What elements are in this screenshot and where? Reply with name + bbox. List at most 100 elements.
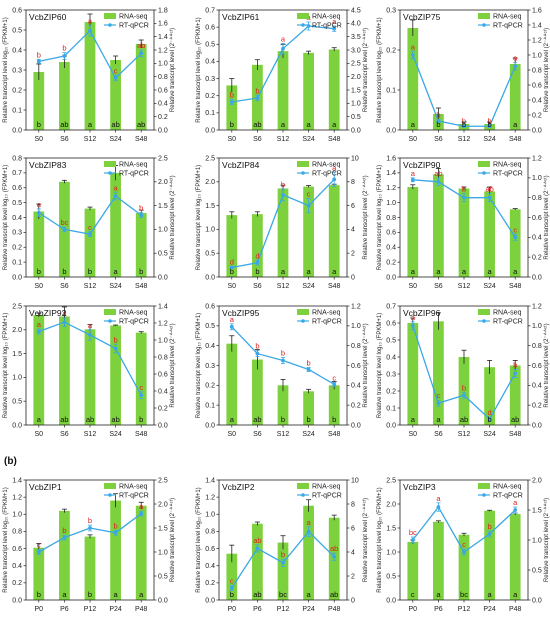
tick-label-left: 0.3 — [12, 230, 22, 237]
tick-label-left: 0.4 — [205, 343, 215, 350]
tick-label-x: P24 — [109, 606, 122, 613]
tick-label-left: 0.0 — [12, 597, 22, 604]
tick-label-right: 1.0 — [158, 227, 168, 234]
rna-letter: ab — [460, 415, 468, 424]
legend-label-rna: RNA-seq — [312, 14, 341, 21]
tick-label-x: S12 — [277, 136, 290, 143]
qpcr-letter: c — [462, 540, 466, 549]
legend-marker-qpcr — [482, 23, 486, 27]
point-qpcr — [62, 54, 67, 58]
qpcr-letter: b — [307, 358, 311, 367]
tick-label-left: 0.2 — [386, 47, 396, 54]
qpcr-letter: b — [462, 117, 466, 126]
point-qpcr — [462, 195, 466, 200]
tick-label-right: 1.0 — [532, 52, 542, 59]
rna-letter: b — [88, 267, 92, 276]
point-qpcr — [462, 124, 466, 129]
rna-letter: ab — [511, 415, 519, 424]
tick-label-right: 0.0 — [532, 274, 542, 281]
bar-rna — [135, 332, 147, 425]
point-qpcr — [487, 417, 492, 421]
tick-label-left: 0.0 — [12, 274, 22, 281]
tick-label-right: 1.6 — [532, 7, 542, 14]
tick-label-left: 0.2 — [386, 259, 396, 266]
tick-label-x: P12 — [84, 606, 97, 613]
chart-title: VcbZIP60 — [29, 12, 67, 22]
tick-label-right: 1.0 — [351, 323, 361, 330]
point-qpcr — [139, 213, 144, 218]
point-qpcr — [281, 358, 285, 363]
rna-letter: ab — [137, 120, 145, 129]
tick-label-x: S6 — [60, 136, 69, 143]
legend-swatch-rna — [104, 483, 116, 489]
tick-label-left: 1.6 — [386, 155, 396, 162]
tick-label-left: 0.1 — [205, 402, 215, 409]
legend-label-qpcr: RT-qPCR — [119, 493, 149, 500]
legend-swatch-rna — [104, 309, 116, 315]
tick-label-right: 2.0 — [158, 179, 168, 186]
chart-title: VcbZIP83 — [29, 160, 67, 170]
y-axis-label-right: Relative transcript level (2⁻ᐞᐞᶜᵗ) — [362, 323, 369, 407]
legend-label-qpcr: RT-qPCR — [312, 493, 342, 500]
point-qpcr — [281, 46, 285, 51]
tick-label-right: 2.5 — [158, 155, 168, 162]
tick-label-x: S24 — [483, 283, 496, 290]
tick-label-right: 0.2 — [532, 402, 542, 409]
tick-label-right: 0.5 — [351, 114, 361, 121]
tick-label-x: P0 — [409, 606, 418, 613]
legend-label-rna: RNA-seq — [119, 484, 148, 491]
point-qpcr — [332, 177, 337, 182]
y-axis-label-right: Relative transcript level (2⁻ᐞᐞᶜᵗ) — [543, 498, 550, 582]
legend-swatch-rna — [297, 309, 309, 315]
bar-rna — [33, 211, 45, 277]
tick-label-right: 0.0 — [351, 422, 361, 429]
legend-marker-qpcr — [108, 493, 112, 497]
bar-rna — [226, 553, 238, 600]
qpcr-letter: a — [513, 498, 518, 507]
panel-VcbZIP2: c ab b a ab b ab bc a ab 0.0 0.2 0.4 0.6 0.8 1.0 1.2 1.4 0… — [196, 477, 369, 613]
tick-label-right: 0.0 — [158, 127, 168, 134]
tick-label-left: 0.0 — [386, 597, 396, 604]
tick-label-x: P6 — [253, 606, 262, 613]
tick-label-right: 0.4 — [532, 235, 542, 242]
tick-label-right: 3.0 — [351, 47, 361, 54]
rna-letter: b — [62, 267, 66, 276]
bar-rna — [59, 316, 70, 425]
bar-rna — [110, 325, 121, 425]
tick-label-x: P0 — [35, 606, 44, 613]
tick-label-x: P12 — [277, 606, 290, 613]
tick-label-left: 0.5 — [205, 323, 215, 330]
tick-label-right: 2.5 — [158, 477, 168, 484]
tick-label-x: S0 — [228, 283, 237, 290]
bar-rna — [328, 49, 340, 130]
tick-label-x: S0 — [409, 431, 418, 438]
bar-rna — [110, 60, 121, 130]
bar-rna — [433, 174, 444, 277]
tick-label-left: 1.0 — [386, 200, 396, 207]
tick-label-left: 2.0 — [12, 327, 22, 334]
qpcr-letter: b — [230, 90, 234, 99]
panel-VcbZIP61: bbaaababaaa0.00.10.20.30.40.50.60.70.00.… — [196, 7, 369, 143]
rna-letter: b — [88, 590, 92, 599]
tick-label-x: S48 — [135, 431, 148, 438]
panel-VcbZIP3: bc a c b a c a bc a a 0.0 0.5 1.0 1.5 2.0 2.5 0.0 0.5 1.0 1… — [377, 477, 550, 613]
y-axis-label-left: Relative transcript level log₁₀ (FPKM+1) — [377, 313, 383, 418]
tick-label-x: S0 — [35, 136, 44, 143]
rna-letter: b — [281, 415, 285, 424]
tick-label-right: 4.5 — [351, 7, 361, 14]
qpcr-letter: bc — [409, 528, 417, 537]
legend-label-rna: RNA-seq — [119, 162, 148, 169]
tick-label-left: 1.0 — [386, 549, 396, 556]
qpcr-letter: b — [139, 204, 143, 213]
rna-letter: a — [513, 120, 518, 129]
tick-label-left: 0.0 — [12, 127, 22, 134]
qpcr-letter: b — [255, 342, 259, 351]
legend-label-rna: RNA-seq — [312, 310, 341, 317]
tick-label-right: 2.0 — [532, 477, 542, 484]
rna-letter: b — [488, 415, 492, 424]
legend-label-qpcr: RT-qPCR — [493, 23, 523, 30]
tick-label-right: 0.0 — [532, 597, 542, 604]
tick-label-x: P12 — [458, 606, 471, 613]
tick-label-x: S6 — [434, 431, 443, 438]
tick-label-right: 1.5 — [532, 507, 542, 514]
